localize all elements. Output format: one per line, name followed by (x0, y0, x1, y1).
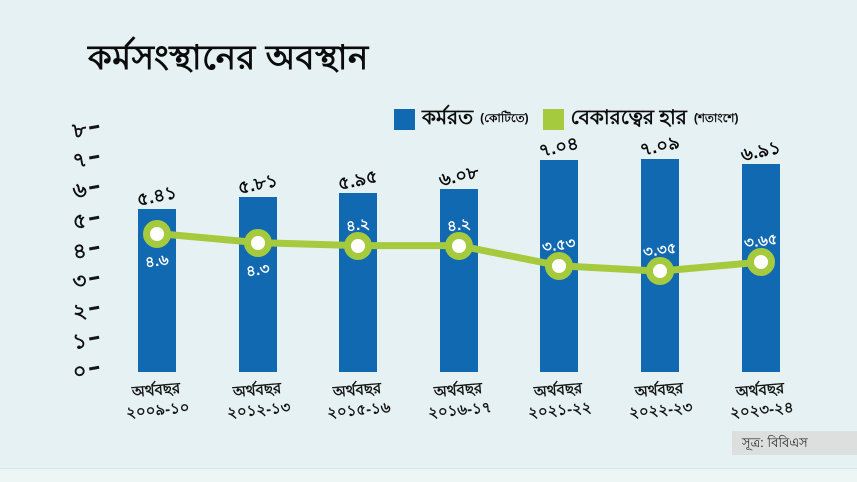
rate-value-label: ৪.৩ (244, 260, 271, 281)
legend-unemployment-label: বেকারত্বের হার (570, 107, 687, 129)
y-axis-tick-label: ০ (71, 359, 89, 385)
line-marker (344, 231, 373, 260)
source-label: সূত্র: বিবিএস (732, 431, 857, 455)
legend: কর্মরত (কোটিতে) বেকারত্বের হার (শতাংশে) (394, 103, 739, 136)
bottom-strip (0, 468, 857, 482)
line-marker (143, 219, 171, 248)
y-axis-tick-label: ২ (71, 298, 89, 325)
line-marker (444, 231, 473, 260)
rate-value-label: ৪.৬ (143, 250, 170, 272)
chart-title: কর্মসংস্থানের অবস্থান (88, 39, 369, 77)
x-axis-label: অর্থবছর ২০২২-২৩ (603, 376, 718, 425)
legend-employed-unit: (কোটিতে) (480, 110, 529, 125)
tick-mark (89, 215, 100, 221)
y-axis-tick-label: ৮ (71, 118, 89, 144)
y-axis-tick-label: ১ (71, 329, 89, 355)
x-axis-label: অর্থবছর ২০২১-২২ (502, 376, 617, 425)
legend-item-unemployment: বেকারত্বের হার (শতাংশে) (542, 103, 739, 136)
tick-mark (89, 155, 100, 161)
tick-mark (89, 336, 100, 341)
y-axis-tick-label: ৪ (71, 238, 89, 264)
y-axis-tick-label: ৩ (71, 268, 89, 294)
line-marker (746, 248, 775, 277)
rate-value-label: ৩.৬৫ (742, 230, 779, 253)
green-swatch-icon (542, 109, 564, 130)
legend-unemployment-unit: (শতাংশে) (693, 110, 739, 125)
tick-mark (89, 366, 100, 371)
bar (439, 188, 478, 372)
x-axis-label: অর্থবছর ২০২৩-২৪ (703, 376, 818, 425)
line-marker (646, 257, 674, 286)
rate-value-label: ৩.৩৫ (642, 239, 678, 262)
legend-employed-label: কর্মরত (422, 107, 474, 129)
bar (339, 192, 378, 372)
y-axis-tick-label: ৫ (71, 208, 89, 234)
y-axis-tick-label: ৭ (71, 148, 89, 174)
rate-value-label: ৪.২ (445, 215, 472, 236)
y-axis-tick-label: ৬ (71, 178, 89, 204)
line-marker (243, 228, 272, 257)
x-axis-label: অর্থবছর ২০০৯-১০ (100, 376, 215, 425)
x-axis-label: অর্থবছর ২০১৫-১৬ (301, 376, 416, 425)
line-marker (545, 251, 574, 280)
legend-item-employed: কর্মরত (কোটিতে) (394, 103, 529, 136)
blue-swatch-icon (394, 109, 415, 130)
bar (238, 197, 277, 372)
tick-mark (89, 125, 100, 131)
tick-mark (89, 275, 100, 281)
x-axis-label: অর্থবছর ২০১২-১৩ (200, 376, 315, 425)
tick-mark (89, 306, 100, 311)
x-axis-label: অর্থবছর ২০১৬-১৭ (401, 376, 516, 425)
tick-mark (89, 185, 100, 191)
rate-value-label: ৩.৫৩ (541, 234, 577, 256)
rate-value-label: ৪.২ (345, 215, 371, 236)
tick-mark (89, 245, 100, 251)
